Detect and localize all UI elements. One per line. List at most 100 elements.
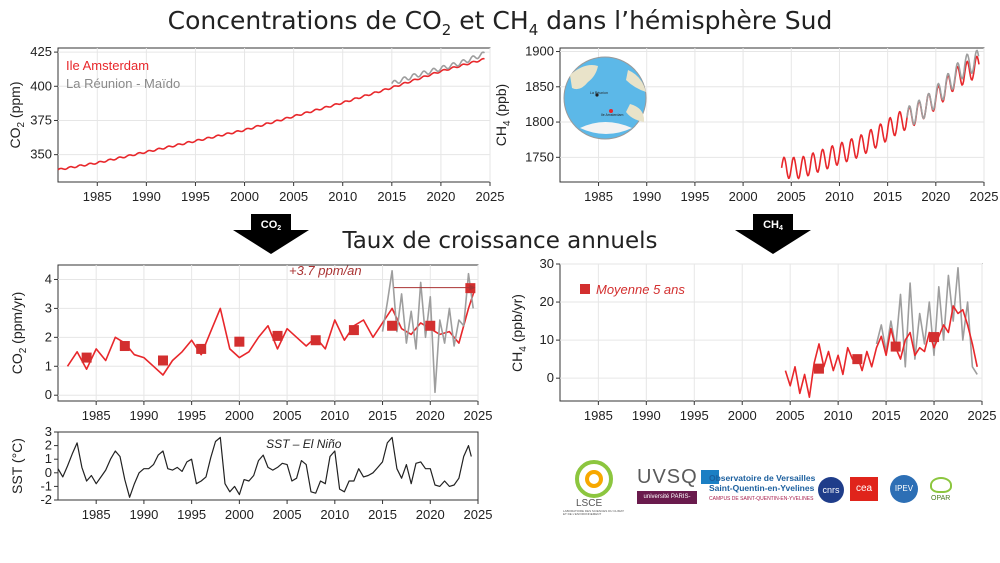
- globe-africa: [570, 65, 598, 90]
- osu-logo-icon: [701, 470, 719, 484]
- y-tick-label: 2: [45, 438, 52, 453]
- y-axis-label-part: CH: [493, 126, 509, 146]
- y-tick-label: 3: [45, 424, 52, 439]
- y-tick-label: 0: [45, 387, 52, 402]
- five-year-mean-marker: [234, 336, 245, 347]
- x-tick-label: 1985: [82, 507, 111, 522]
- series-line-2: [906, 49, 980, 125]
- x-tick-label: 2025: [464, 408, 493, 423]
- globe-inset: La Réunion Ile Amsterdam: [563, 56, 647, 140]
- ipev-logo: IPEV: [890, 475, 918, 503]
- growth-rate-title: Taux de croissance annuels: [342, 228, 658, 254]
- y-axis-label-part: (ppb): [493, 84, 509, 121]
- y-axis-label-part: 4: [502, 120, 513, 126]
- five-year-mean-marker: [387, 320, 398, 331]
- five-year-mean-marker: [890, 341, 901, 352]
- five-year-mean-marker: [425, 320, 436, 331]
- x-tick-label: 2025: [476, 189, 505, 204]
- x-tick-label: 1995: [181, 189, 210, 204]
- arrow-ch4: CH4: [735, 214, 811, 254]
- y-axis-label-part: (ppb/yr): [509, 294, 525, 346]
- five-year-mean-marker: [272, 330, 283, 341]
- x-tick-label: 2020: [920, 408, 949, 423]
- y-tick-label: -1: [40, 478, 52, 493]
- x-tick-label: 2010: [320, 408, 349, 423]
- y-axis-label-part: 2: [18, 347, 29, 353]
- sst-annotation: SST – El Niño: [266, 437, 342, 451]
- y-tick-label: 3: [45, 300, 52, 315]
- x-tick-label: 1985: [82, 408, 111, 423]
- osu-logo-text: Observatoire de Versailles Saint-Quentin…: [709, 473, 816, 493]
- x-tick-label: 2025: [968, 408, 997, 423]
- arrow-shape: [233, 214, 309, 254]
- globe-asia: [626, 70, 646, 92]
- x-tick-label: 2000: [729, 189, 758, 204]
- lsce-logo-text: LSCE: [576, 498, 603, 509]
- globe-label-amsterdam: Ile Amsterdam: [601, 113, 623, 117]
- y-axis-label-part: CO: [7, 127, 23, 148]
- y-tick-label: 350: [30, 147, 52, 162]
- globe-marker-amsterdam: [609, 109, 613, 113]
- y-tick-label: -2: [40, 492, 52, 507]
- y-tick-label: 0: [45, 465, 52, 480]
- chart-panel-5: 1985 1990 1995 2000 2005 2010 2015 2020 2025 -2-1…: [9, 424, 492, 522]
- x-tick-label: 1985: [584, 189, 613, 204]
- x-tick-label: 1985: [83, 189, 112, 204]
- main-title-part-3: dans l’hémisphère Sud: [538, 6, 833, 35]
- x-tick-label: 1995: [177, 408, 206, 423]
- globe-marker-reunion: [595, 93, 599, 97]
- x-tick-label: 2015: [872, 408, 901, 423]
- y-tick-label: 1900: [525, 44, 554, 59]
- chart-panel-4: 1985 1990 1995 2000 2005 2010 2015 2020 2025 0 10 2…: [509, 256, 996, 423]
- x-tick-label: 1985: [584, 408, 613, 423]
- x-tick-label: 2025: [970, 189, 999, 204]
- lsce-logo-icon: [575, 460, 613, 498]
- five-year-mean-marker: [852, 354, 863, 365]
- x-tick-label: 2025: [464, 507, 493, 522]
- y-axis-label: SST (°C): [9, 438, 25, 494]
- y-axis-label-part: 2: [16, 122, 27, 128]
- growth-annotation-arrowhead: [469, 284, 476, 291]
- opar-logo-text: OPAR: [931, 495, 951, 502]
- y-tick-label: 4: [45, 271, 52, 286]
- arrow-label-sub: 2: [277, 225, 281, 232]
- uvsq-paris-saclay-band: université PARIS-SACLAY: [637, 491, 697, 513]
- x-tick-label: 1990: [129, 408, 158, 423]
- x-tick-label: 2020: [426, 189, 455, 204]
- x-tick-label: 2000: [225, 408, 254, 423]
- y-tick-label: 20: [540, 294, 554, 309]
- x-tick-label: 2000: [225, 507, 254, 522]
- y-axis-label: CO2 (ppm): [7, 81, 27, 148]
- chart-panel-2: 1985 1990 1995 2000 2005 2010 2015 2020 2025 1750…: [493, 44, 998, 204]
- arrow-label: CO2: [261, 219, 282, 232]
- y-axis-label-part: (ppm/yr): [9, 292, 25, 348]
- lsce-logo-ring: [585, 470, 603, 488]
- y-tick-label: 1: [45, 358, 52, 373]
- x-tick-label: 1995: [680, 189, 709, 204]
- x-tick-label: 2020: [921, 189, 950, 204]
- arrow-label: CH4: [763, 219, 783, 232]
- y-axis-label: CO2 (ppm/yr): [9, 292, 29, 375]
- legend-la-reunion: La Réunion - Maïdo: [66, 76, 180, 91]
- y-tick-label: 400: [30, 78, 52, 93]
- arrow-label-main: CO: [261, 219, 278, 231]
- plot-frame: [57, 47, 491, 183]
- y-axis-label-part: (ppm): [7, 81, 23, 121]
- cea-logo: cea: [850, 477, 878, 501]
- series-line-2: [784, 305, 978, 399]
- y-tick-label: 1750: [525, 149, 554, 164]
- main-title-sub-2: 4: [528, 21, 539, 39]
- five-year-mean-marker: [813, 363, 824, 374]
- x-tick-label: 2010: [320, 507, 349, 522]
- x-tick-label: 2015: [873, 189, 902, 204]
- five-year-mean-marker: [196, 343, 207, 354]
- logo-row: LSCE LABORATOIRE DES SCIENCES DU CLIMAT …: [563, 460, 975, 520]
- y-axis-label: CH4 (ppb/yr): [509, 294, 529, 372]
- series-line-2: [391, 51, 485, 84]
- x-tick-label: 2010: [825, 189, 854, 204]
- y-tick-label: 375: [30, 112, 52, 127]
- series-line-1: [875, 266, 978, 375]
- x-tick-label: 2020: [416, 507, 445, 522]
